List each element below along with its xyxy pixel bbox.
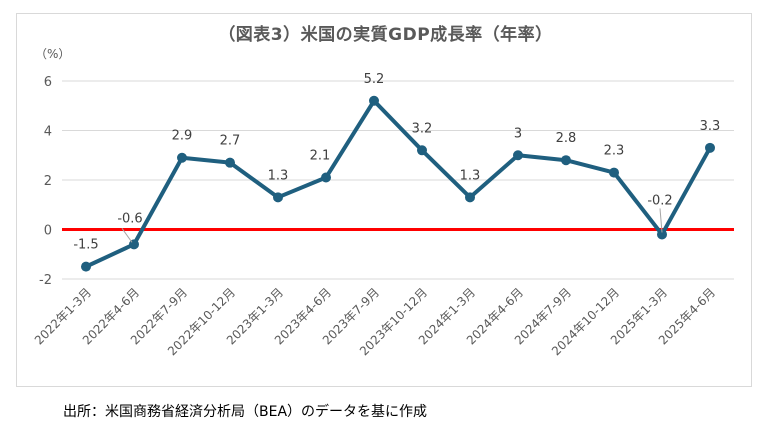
data-label: 3.3: [700, 119, 721, 134]
data-label: 2.3: [604, 144, 625, 159]
data-label: -1.5: [73, 238, 98, 253]
data-point-marker: [81, 261, 91, 272]
data-label: 5.2: [364, 72, 385, 87]
data-label: 2.8: [556, 131, 577, 146]
leader-line: [659, 208, 663, 233]
leader-line: [121, 228, 133, 243]
y-tick-label: -2: [39, 273, 52, 288]
x-axis-labels: 2022年1-3月2022年4-6月2022年7-9月2022年10-12月20…: [32, 285, 718, 358]
y-tick-label: 6: [44, 75, 52, 90]
data-label: 2.9: [172, 129, 193, 144]
data-label: 1.3: [268, 168, 289, 183]
data-point-marker: [177, 152, 187, 163]
series-line: [81, 95, 715, 272]
data-label: 2.7: [220, 134, 241, 149]
data-label: 3: [514, 126, 522, 141]
data-point-marker: [657, 229, 667, 240]
gdp-line: [85, 98, 712, 269]
data-point-marker: [273, 192, 283, 203]
chart-frame: [16, 13, 752, 387]
data-point-marker: [225, 157, 235, 168]
data-label: -0.6: [117, 211, 142, 226]
y-tick-label: 4: [44, 125, 52, 140]
data-point-marker: [369, 95, 379, 106]
data-label: -0.2: [647, 193, 672, 208]
gridlines: [62, 80, 734, 280]
data-label: 3.2: [412, 121, 433, 136]
data-labels: -1.5 -0.6 2.9 2.7 1.3 2.1 5.2 3.2 1.3 3 2.8 2.3 -0.2…: [73, 72, 720, 253]
data-point-marker: [561, 155, 571, 166]
data-point-marker: [417, 145, 427, 156]
data-point-marker: [513, 150, 523, 161]
data-point-marker: [321, 172, 331, 183]
data-label: 1.3: [460, 168, 481, 183]
data-label: 2.1: [310, 149, 331, 164]
y-tick-label: 2: [44, 174, 52, 189]
y-tick-label: 0: [44, 224, 52, 239]
chart-title: （図表3）米国の実質GDP成長率（年率）: [218, 25, 553, 45]
data-point-marker: [465, 192, 475, 203]
source-note: 出所：米国商務省経済分析局（BEA）のデータを基に作成: [63, 404, 428, 420]
y-axis-unit-label: （%）: [35, 47, 71, 61]
data-point-marker: [705, 142, 715, 153]
y-axis-ticks: -2 0 2 4 6: [39, 75, 52, 288]
data-point-marker: [609, 167, 619, 178]
